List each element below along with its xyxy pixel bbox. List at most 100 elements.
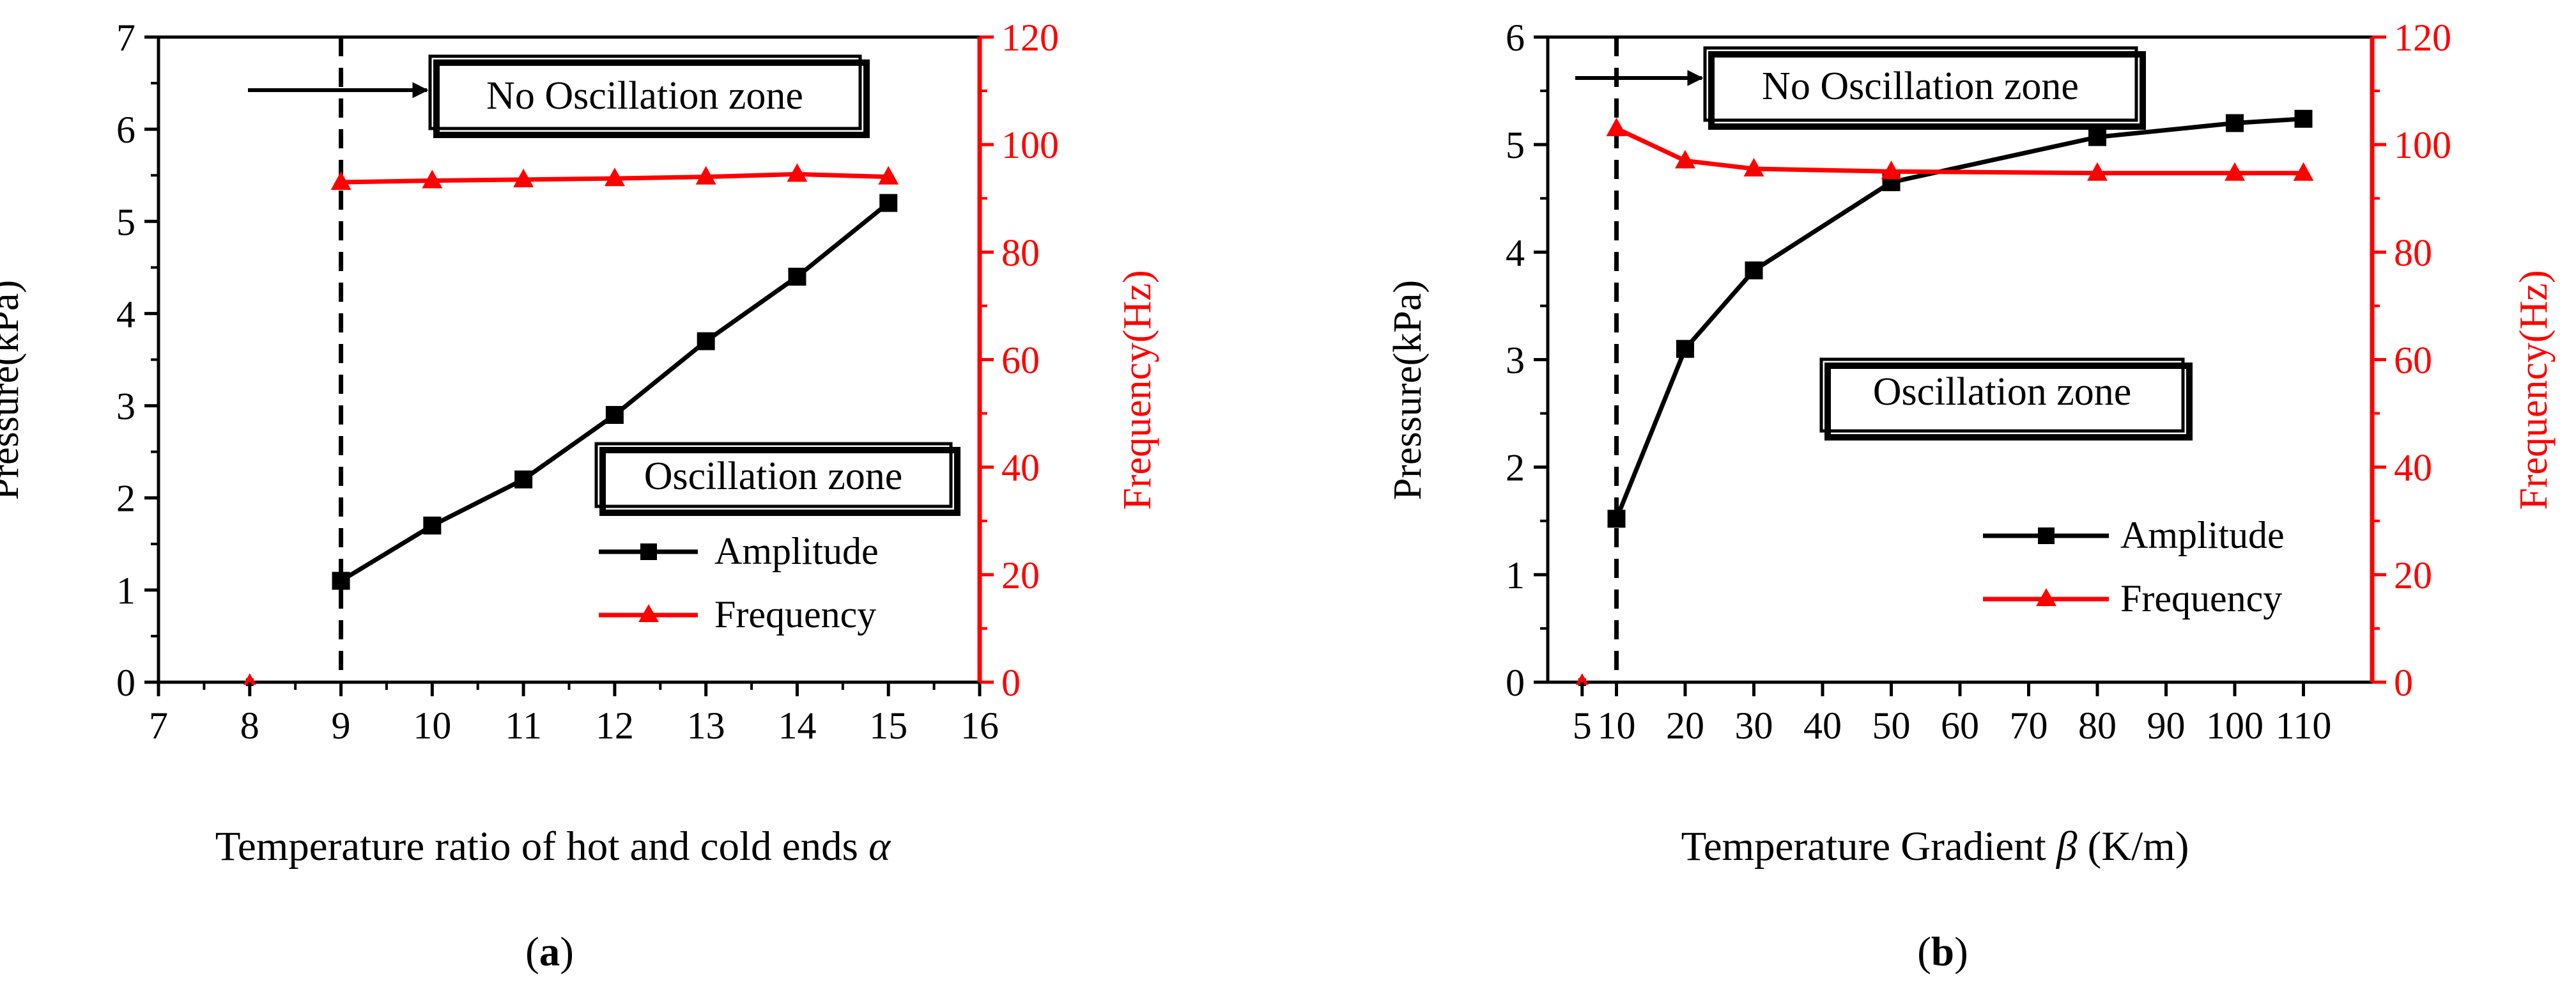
x-axis-symbol: β [2055, 823, 2078, 870]
y-left-tick-label: 0 [1506, 662, 1525, 704]
no-oscillation-label: No Oscillation zone [1762, 65, 2079, 108]
x-tick-label: 100 [2206, 705, 2264, 747]
data-point-amplitude [1676, 339, 1694, 358]
y-right-tick-label: 100 [1001, 124, 1059, 166]
y-right-tick-label: 20 [2394, 554, 2432, 597]
panel-label: (a) [525, 929, 574, 975]
legend: Amplitude Frequency [599, 530, 879, 636]
data-point-amplitude [605, 405, 624, 424]
data-point-amplitude [879, 194, 898, 212]
data-point-amplitude [1745, 261, 1763, 279]
y-axis-left-label: Pressure(kPa) [0, 280, 27, 500]
data-point-frequency [695, 166, 716, 185]
no-oscillation-box-shadow [1708, 51, 2146, 130]
y-axis-left-label: Pressure(kPa) [1386, 280, 1430, 500]
chart-panel-b: 5 10 20 30 40 50 60 70 80 90 100 110012345602040608… [1386, 17, 2556, 975]
x-tick-label: 80 [2078, 705, 2117, 747]
no-oscillation-box [428, 54, 862, 130]
data-point-frequency [330, 171, 351, 191]
x-tick-label: 110 [2276, 705, 2332, 747]
legend-marker-frequency [638, 604, 659, 622]
data-point-frequency [2293, 162, 2314, 181]
legend-frequency: Frequency [714, 593, 876, 636]
x-axis-symbol: α [868, 823, 891, 870]
y-right-tick-label: 0 [2394, 662, 2413, 704]
panel-label: (b) [1917, 929, 1968, 975]
oscillation-label: Oscillation zone [1873, 370, 2132, 414]
y-left-tick-label: 5 [116, 201, 135, 243]
y-right-tick-label: 60 [1001, 339, 1040, 382]
y-left-tick-label: 4 [116, 293, 135, 335]
data-point-frequency [422, 169, 443, 189]
x-tick-label: 10 [413, 705, 451, 747]
no-oscillation-box-shadow [433, 59, 870, 138]
y-left-tick-label: 4 [1506, 231, 1525, 274]
x-tick-label: 90 [2147, 705, 2186, 747]
x-tick-label: 40 [1803, 705, 1842, 747]
data-point-frequency [787, 163, 808, 182]
no-oscillation-label: No Oscillation zone [486, 74, 803, 118]
data-point-amplitude [697, 332, 715, 350]
data-point-frequency [2225, 162, 2245, 181]
oscillation-label: Oscillation zone [644, 455, 903, 498]
y-left-tick-label: 7 [116, 17, 135, 59]
x-tick-label: 70 [2010, 705, 2048, 747]
no-oscillation-box [1703, 46, 2138, 122]
x-tick-label: 10 [1598, 705, 1636, 747]
legend-amplitude: Amplitude [714, 530, 879, 572]
oscillation-box [1819, 357, 2185, 433]
oscillation-box [594, 442, 953, 508]
data-point-amplitude [1607, 510, 1626, 528]
legend-marker-amplitude [640, 543, 657, 560]
zero-point-frequency [1575, 673, 1589, 685]
ticks-b: 5 10 20 30 40 50 60 70 80 90 100 110012345602040608… [1506, 17, 2451, 747]
legend-frequency: Frequency [2120, 577, 2282, 620]
legend-marker-frequency [2036, 588, 2056, 606]
x-tick-label: 16 [960, 705, 999, 747]
x-axis-label: Temperature ratio of hot and cold ends α [215, 823, 891, 870]
y-left-tick-label: 5 [1506, 124, 1525, 166]
data-point-amplitude [2294, 109, 2313, 128]
data-point-frequency [2087, 162, 2108, 181]
x-tick-label: 5 [1573, 705, 1592, 747]
x-tick-label: 13 [687, 705, 725, 747]
y-left-tick-label: 1 [116, 570, 135, 612]
x-axis-label-text: Temperature ratio of hot and cold ends [215, 823, 858, 870]
series-line-amplitude [339, 201, 890, 583]
x-axis-unit: (K/m) [2088, 823, 2189, 870]
x-axis-label: Temperature Gradient β (K/m) [1681, 823, 2189, 870]
y-left-tick-label: 2 [1506, 447, 1525, 489]
x-tick-label: 60 [1941, 705, 1979, 747]
y-right-tick-label: 40 [1001, 447, 1040, 489]
y-axis-right-label: Frequency(Hz) [2512, 270, 2556, 510]
legend-marker-amplitude [2038, 527, 2055, 544]
legend: Amplitude Frequency [1983, 514, 2285, 620]
x-tick-label: 14 [778, 705, 816, 747]
data-point-frequency [1743, 158, 1764, 177]
y-left-tick-label: 3 [116, 386, 135, 428]
data-point-frequency [1881, 160, 1902, 180]
x-tick-label: 30 [1735, 705, 1773, 747]
y-right-tick-label: 40 [2394, 447, 2432, 489]
x-tick-label: 9 [332, 705, 351, 747]
y-right-tick-label: 80 [1001, 231, 1040, 274]
data-point-amplitude [514, 470, 533, 488]
y-left-tick-label: 3 [1506, 339, 1525, 382]
y-left-tick-label: 2 [116, 478, 135, 520]
x-tick-label: 7 [149, 705, 168, 747]
y-axis-right-label: Frequency(Hz) [1116, 270, 1159, 510]
data-point-amplitude [2226, 114, 2244, 132]
x-axis-label-text: Temperature Gradient [1681, 823, 2046, 870]
data-point-amplitude [788, 267, 806, 286]
chart-panel-a: 7 8 9 10 11 12 13 14 15 1601234567020406080100120… [0, 17, 1159, 975]
y-right-tick-label: 120 [2394, 17, 2451, 59]
y-right-tick-label: 80 [2394, 231, 2432, 274]
data-point-frequency [878, 166, 899, 185]
data-point-frequency [1675, 150, 1695, 169]
oscillation-box-shadow [599, 447, 960, 516]
y-right-tick-label: 0 [1001, 662, 1021, 704]
data-point-frequency [1606, 117, 1627, 136]
x-tick-label: 50 [1872, 705, 1911, 747]
